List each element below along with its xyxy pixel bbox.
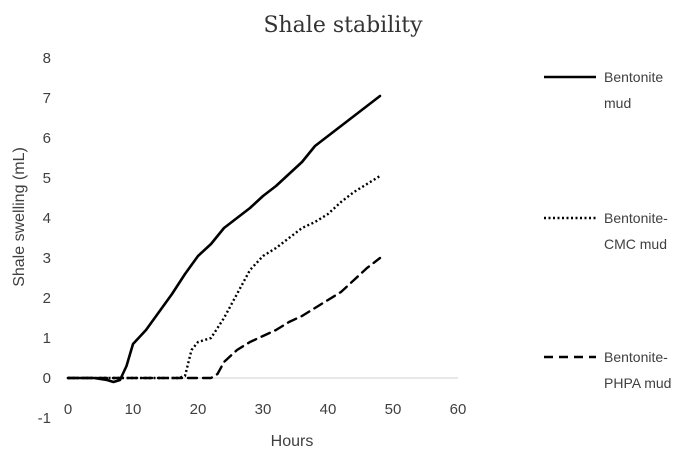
legend-label: CMC mud: [604, 236, 667, 252]
y-tick-label: 0: [43, 370, 51, 387]
series-line-1: [66, 94, 382, 384]
y-tick-label: 3: [43, 250, 51, 267]
y-tick-label: 8: [43, 50, 51, 67]
chart-title: Shale stability: [263, 13, 423, 38]
series-line-3: [66, 256, 382, 380]
legend-label: Bentonite-: [604, 210, 668, 226]
legend-label: Bentonite: [604, 69, 663, 85]
legend-label: mud: [604, 95, 631, 111]
x-axis-ticks: 0 10 20 30 40 50 60: [64, 401, 467, 418]
legend: Bentonite mud Bentonite- CMC mud Bentonite- P…: [544, 69, 671, 391]
x-tick-label: 50: [385, 401, 402, 418]
x-tick-label: 40: [320, 401, 337, 418]
y-tick-label: -1: [38, 410, 51, 427]
x-tick-label: 20: [190, 401, 207, 418]
x-tick-label: 0: [64, 401, 72, 418]
y-tick-label: 2: [43, 290, 51, 307]
legend-label: PHPA mud: [604, 375, 671, 391]
series-line-2: [68, 174, 381, 380]
y-tick-label: 1: [43, 330, 51, 347]
x-tick-label: 60: [450, 401, 467, 418]
x-tick-label: 30: [255, 401, 272, 418]
y-tick-label: 6: [43, 130, 51, 147]
y-tick-label: 5: [43, 170, 51, 187]
y-axis-label: Shale swelling (mL): [11, 147, 28, 287]
legend-label: Bentonite-: [604, 349, 668, 365]
x-axis-label: Hours: [271, 433, 314, 450]
y-tick-label: 4: [43, 210, 51, 227]
y-axis-ticks: -1 0 1 2 3 4 5 6 7 8: [38, 50, 51, 427]
series-lines: [66, 94, 382, 384]
x-tick-label: 10: [125, 401, 142, 418]
y-tick-label: 7: [43, 90, 51, 107]
